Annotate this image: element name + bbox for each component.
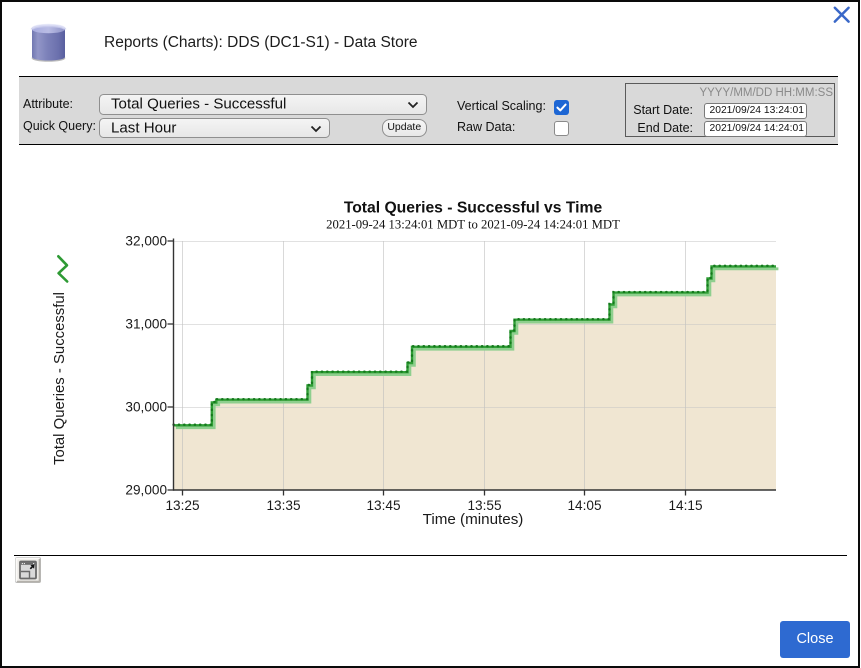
svg-text:31,000: 31,000 [125,317,167,332]
svg-text:30,000: 30,000 [125,400,167,415]
svg-text:13:55: 13:55 [467,498,501,513]
svg-text:2021-09-24 13:24:01 MDT to 202: 2021-09-24 13:24:01 MDT to 2021-09-24 14… [326,218,620,232]
svg-text:Total Queries - Successful: Total Queries - Successful [52,292,68,465]
svg-text:32,000: 32,000 [125,234,167,249]
svg-text:29,000: 29,000 [125,483,167,498]
svg-text:Time (minutes): Time (minutes) [423,511,524,528]
svg-text:14:05: 14:05 [567,498,601,513]
svg-text:14:15: 14:15 [668,498,702,513]
svg-text:13:45: 13:45 [366,498,400,513]
svg-text:13:35: 13:35 [266,498,300,513]
svg-text:Total Queries - Successful vs: Total Queries - Successful vs Time [344,200,603,217]
svg-text:13:25: 13:25 [165,498,199,513]
